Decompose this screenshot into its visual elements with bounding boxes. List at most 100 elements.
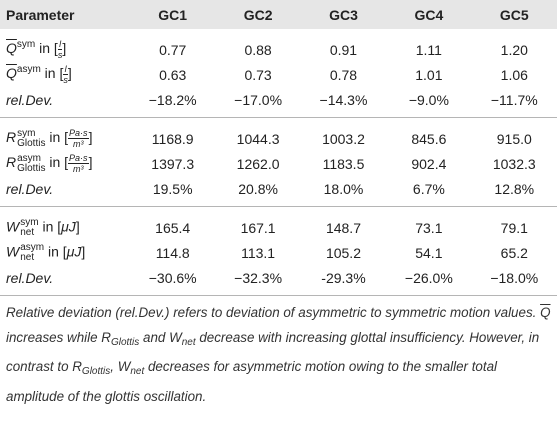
- table-cell: −11.7%: [471, 87, 557, 118]
- subscript: Glottis: [17, 137, 46, 149]
- table-row: Qasym in [l s] 0.63 0.73 0.78 1.01 1.06: [0, 62, 557, 87]
- text-segment: and W: [139, 329, 182, 345]
- table-cell: 1262.0: [236, 155, 280, 172]
- text-segment: in [: [38, 218, 62, 235]
- table-cell: 1183.5: [322, 155, 365, 172]
- table-cell: 6.7%: [386, 176, 472, 207]
- denominator: s: [63, 75, 68, 85]
- table-cell: 1.11: [415, 41, 442, 58]
- text-segment: R: [6, 154, 17, 171]
- superscript: asym: [16, 64, 41, 76]
- column-header: GC3: [300, 0, 387, 29]
- table-cell: 1168.9: [151, 130, 194, 147]
- table-cell: 902.4: [411, 155, 447, 172]
- column-header: GC1: [130, 0, 216, 29]
- sup-sub: sym Glottis: [17, 127, 46, 149]
- table-cell: 73.1: [415, 219, 443, 236]
- text-segment: ]: [88, 154, 93, 171]
- table-row: rel.Dev. −30.6% −32.3% -29.3% −26.0% −18.0%: [0, 265, 557, 296]
- column-header: GC4: [386, 0, 472, 29]
- table-cell: 0.73: [244, 66, 272, 83]
- table-cell: 54.1: [415, 244, 443, 261]
- text-segment: Q: [6, 40, 17, 57]
- row-label: rel.Dev.: [0, 265, 130, 296]
- text-segment: increases while R: [6, 329, 111, 345]
- sup-sub: asym net: [20, 242, 44, 263]
- subscript: net: [20, 226, 35, 238]
- column-header: GC5: [471, 0, 557, 29]
- table-cell: 165.4: [155, 219, 191, 236]
- table-cell: 1032.3: [492, 155, 536, 172]
- subscript: Glottis: [17, 162, 46, 174]
- subscript: Glottis: [81, 366, 111, 377]
- table-cell: 148.7: [325, 219, 361, 236]
- text-segment: rel.Dev.: [6, 91, 54, 108]
- text-segment: decreases for asymmetric motion owing to…: [6, 359, 498, 404]
- table-cell: 79.1: [500, 219, 528, 236]
- superscript: sym: [20, 216, 39, 228]
- header-row: Parameter GC1 GC2 GC3 GC4 GC5: [0, 0, 557, 29]
- table-cell: 0.88: [244, 41, 272, 58]
- text-segment: ]: [75, 218, 80, 235]
- table-cell: 167.1: [240, 219, 276, 236]
- row-label: Qasym in [l s]: [0, 62, 130, 87]
- fraction: Pa·s m³: [68, 128, 89, 149]
- text-segment: decrease with increasing glottal insuffi…: [6, 329, 540, 375]
- table-cell: −26.0%: [386, 265, 472, 296]
- numerator: Pa·s: [68, 153, 89, 164]
- superscript: sym: [16, 39, 36, 51]
- text-segment: in [: [40, 65, 64, 82]
- table-cell: -29.3%: [300, 265, 387, 296]
- table-cell: −17.0%: [215, 87, 301, 118]
- table-row: rel.Dev. −18.2% −17.0% −14.3% −9.0% −11.7%: [0, 87, 557, 118]
- denominator: s: [57, 50, 63, 60]
- text-segment: W: [6, 218, 20, 235]
- text-segment: rel.Dev.: [6, 269, 54, 286]
- text-segment: in [: [35, 40, 58, 57]
- table-cell: −32.3%: [215, 265, 301, 296]
- numerator: Pa·s: [68, 128, 89, 139]
- footnote: Relative deviation (rel.Dev.) refers to …: [0, 296, 557, 409]
- sup-sub: sym net: [20, 216, 39, 238]
- table-cell: 65.2: [500, 244, 528, 261]
- table-cell: 915.0: [496, 130, 532, 147]
- table-cell: −30.6%: [130, 265, 216, 296]
- table-cell: 0.63: [159, 66, 187, 83]
- data-table: Parameter GC1 GC2 GC3 GC4 GC5 Qsym in [l s] 0.7…: [0, 0, 557, 296]
- table-cell: 0.91: [329, 41, 358, 58]
- superscript: sym: [17, 127, 36, 139]
- table-cell: 19.5%: [130, 176, 216, 207]
- text-segment: in [: [45, 154, 69, 171]
- row-label: rel.Dev.: [0, 87, 130, 118]
- text-segment: ]: [88, 129, 93, 146]
- table-cell: −18.0%: [471, 265, 557, 296]
- denominator: m³: [73, 164, 84, 174]
- table-row: rel.Dev. 19.5% 20.8% 18.0% 6.7% 12.8%: [0, 176, 557, 207]
- column-header: Parameter: [0, 0, 130, 29]
- text-segment: ]: [62, 40, 67, 57]
- subscript: net: [130, 366, 145, 377]
- text-segment: ]: [67, 65, 72, 82]
- text-segment: W: [6, 243, 20, 260]
- table-cell: −14.3%: [300, 87, 387, 118]
- numerator: l: [63, 64, 68, 75]
- row-label: Qsym in [l s]: [0, 29, 130, 62]
- table-cell: 1397.3: [151, 155, 195, 172]
- table-cell: 0.77: [159, 41, 187, 58]
- text-segment: , W: [110, 359, 131, 374]
- table-header: Parameter GC1 GC2 GC3 GC4 GC5: [0, 0, 557, 29]
- text-segment: Q: [6, 65, 17, 82]
- table-cell: 18.0%: [300, 176, 387, 207]
- table-cell: 113.1: [241, 244, 276, 261]
- text-segment: in [: [45, 129, 69, 146]
- text-segment: Q: [540, 305, 551, 320]
- table-cell: −9.0%: [386, 87, 472, 118]
